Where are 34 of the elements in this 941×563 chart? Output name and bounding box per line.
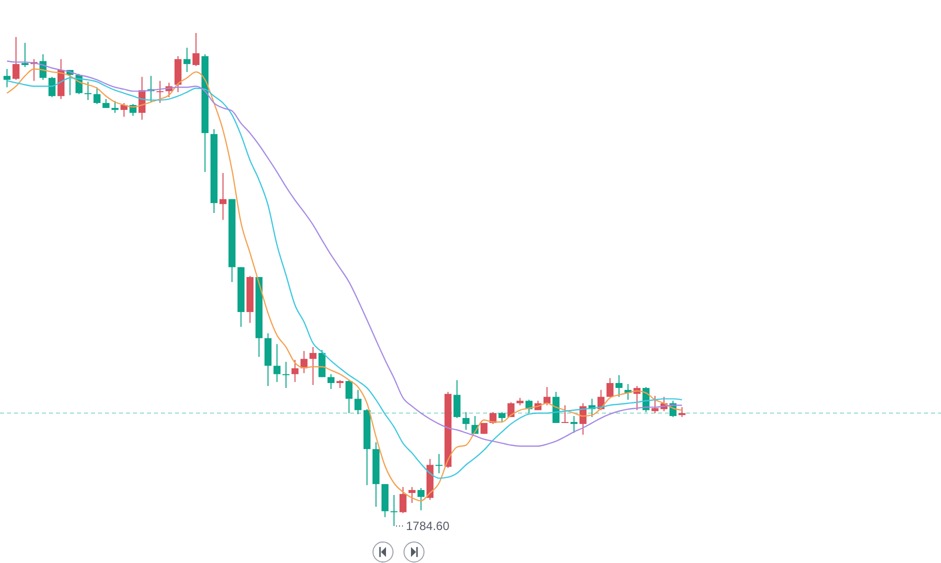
candlestick	[282, 361, 290, 388]
candlestick	[22, 42, 28, 68]
candlestick	[346, 380, 352, 414]
candlestick	[652, 395, 658, 414]
annotation: 1784.60	[406, 519, 450, 533]
candlestick	[562, 404, 568, 424]
candlestick	[274, 344, 280, 383]
candlestick	[354, 389, 362, 415]
candlestick	[462, 412, 470, 430]
candlestick	[544, 386, 550, 406]
candlestick	[192, 32, 200, 67]
candlestick	[570, 416, 578, 434]
candlestick	[292, 359, 298, 383]
candlestick	[220, 172, 226, 220]
candlestick	[310, 346, 316, 386]
candlestick	[328, 374, 334, 390]
candlestick	[12, 36, 20, 80]
candlestick	[156, 80, 164, 104]
candlestick	[490, 412, 496, 424]
candlestick	[400, 486, 406, 514]
candlestick	[94, 86, 100, 104]
candlestick	[84, 81, 92, 101]
candlestick	[454, 380, 460, 419]
candlestick	[418, 488, 424, 511]
candlestick	[184, 47, 190, 72]
candlestick	[436, 454, 442, 474]
candlestick	[678, 406, 686, 418]
candlestick	[390, 494, 398, 526]
candlestick	[498, 412, 506, 422]
candlestick	[616, 374, 622, 398]
candlestick	[112, 100, 118, 114]
candlestick	[606, 378, 614, 398]
candlestick	[408, 486, 416, 504]
candlestick	[4, 68, 10, 88]
